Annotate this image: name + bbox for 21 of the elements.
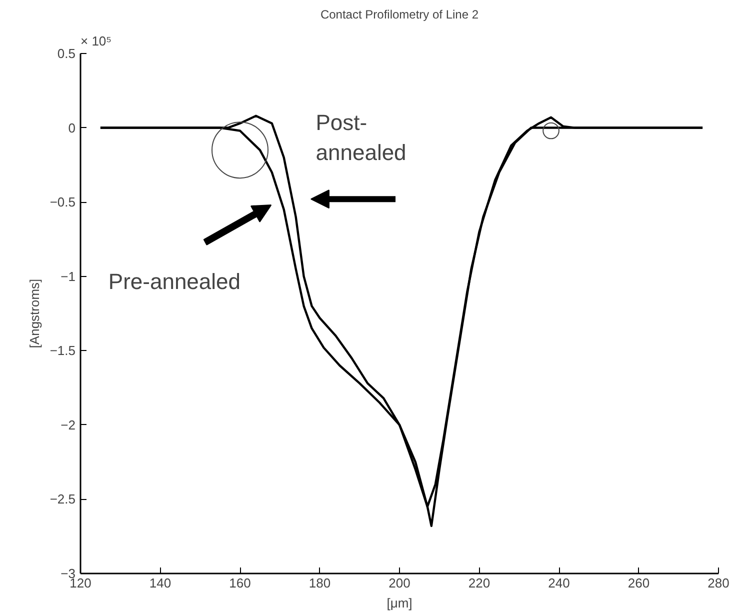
x-tick-label: 180 bbox=[308, 576, 331, 590]
x-tick-label: 140 bbox=[149, 576, 172, 590]
y-tick-label: −1 bbox=[60, 268, 76, 284]
y-tick-label: 0.5 bbox=[57, 46, 76, 61]
y-tick-label: 0 bbox=[68, 120, 76, 136]
text: × 10⁵ bbox=[80, 34, 112, 48]
y-axis-title: [Angstroms] bbox=[26, 278, 42, 348]
x-tick-label: 220 bbox=[468, 576, 490, 590]
legend-label: Pre-annealed bbox=[108, 268, 241, 294]
x-tick-label: 240 bbox=[548, 576, 570, 590]
x-tick-label: 200 bbox=[388, 576, 410, 590]
y-tick-label: −2.5 bbox=[50, 492, 76, 507]
x-tick-label: 160 bbox=[229, 576, 251, 590]
x-tick-label: 260 bbox=[628, 576, 650, 590]
y-tick-label: −2 bbox=[60, 417, 76, 432]
chart-title: Contact Profilometry of Line 2 bbox=[320, 8, 479, 22]
x-axis-title: [μm] bbox=[386, 596, 412, 610]
y-tick-label: −0.5 bbox=[50, 194, 76, 210]
y-tick-label: −1.5 bbox=[50, 343, 76, 358]
x-tick-label: 280 bbox=[708, 576, 730, 590]
series-label: Post-annealed bbox=[316, 110, 406, 165]
